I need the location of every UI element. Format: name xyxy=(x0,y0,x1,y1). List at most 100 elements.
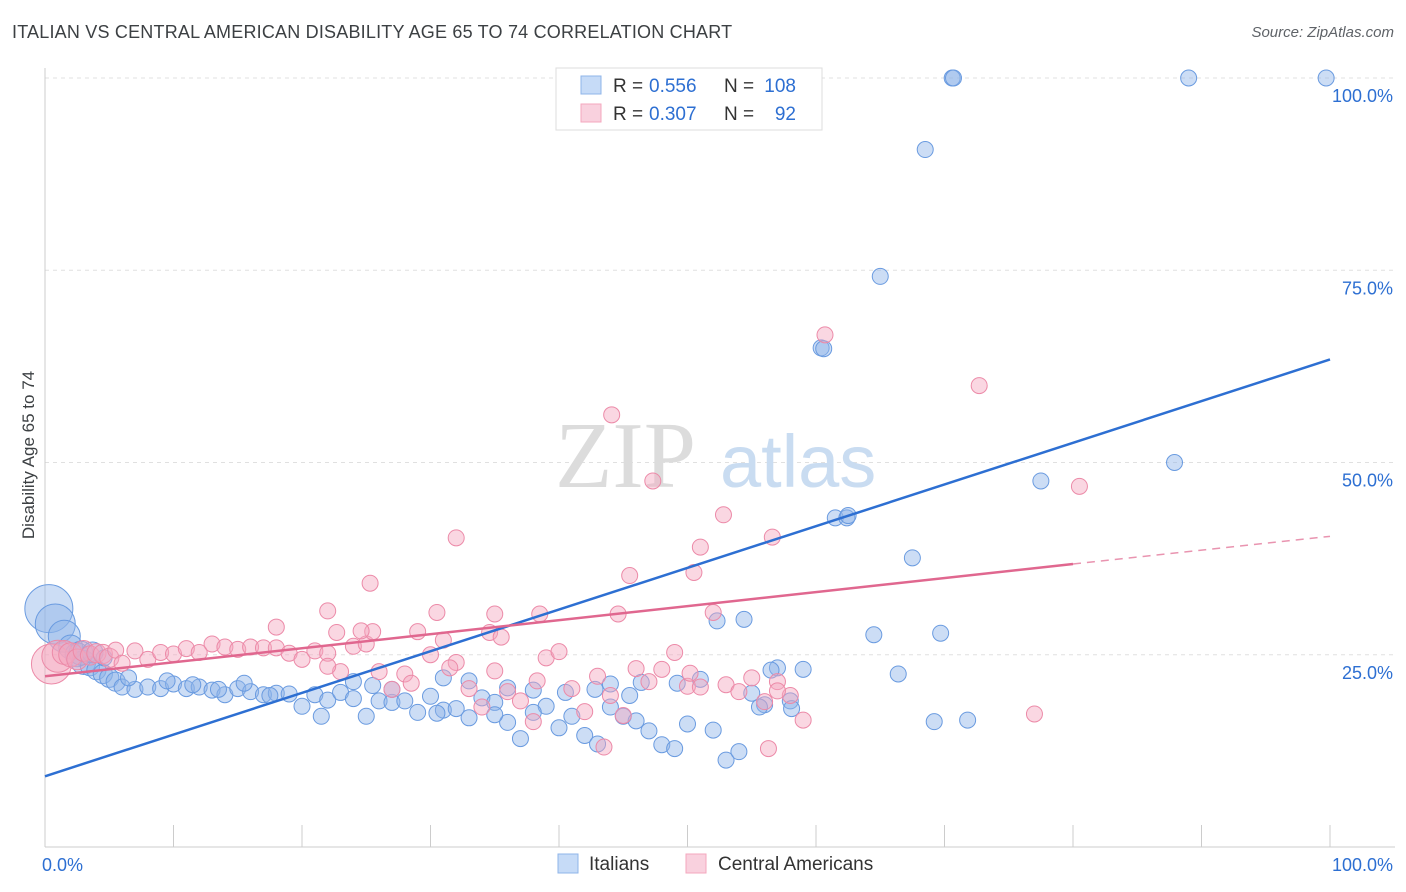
axes-layer xyxy=(44,68,1395,848)
point-central-americans xyxy=(601,687,619,705)
point-italians xyxy=(865,626,883,644)
legend-swatch-central-americans xyxy=(685,853,707,874)
point-central-americans xyxy=(86,643,107,664)
point-central-americans xyxy=(563,680,581,698)
point-central-americans xyxy=(267,618,285,636)
point-central-americans xyxy=(679,677,696,695)
point-italians xyxy=(409,703,427,721)
point-italians xyxy=(460,709,478,727)
point-italians xyxy=(815,340,833,358)
point-italians xyxy=(627,712,645,730)
trendline-italians xyxy=(44,358,1331,778)
series-legend: Italians Central Americans xyxy=(557,853,873,875)
point-italians xyxy=(113,678,131,696)
point-italians xyxy=(735,610,753,628)
legend-label-central-americans: Central Americans xyxy=(718,854,873,875)
x-tick-label-max: 100.0% xyxy=(1332,855,1393,875)
point-italians xyxy=(184,676,202,694)
point-central-americans xyxy=(319,657,337,675)
point-italians xyxy=(916,141,934,159)
point-central-americans xyxy=(511,692,529,710)
point-central-americans xyxy=(621,567,639,585)
point-italians xyxy=(708,612,726,630)
point-central-americans xyxy=(216,638,234,656)
legend-swatch-italians xyxy=(557,853,579,874)
y-axis-label: Disability Age 65 to 74 xyxy=(19,371,38,539)
point-central-americans xyxy=(203,635,221,653)
point-italians xyxy=(434,669,452,687)
point-italians xyxy=(511,730,529,748)
point-central-americans xyxy=(383,680,401,698)
watermark-atlas: atlas xyxy=(720,420,876,503)
chart-source: Source: ZipAtlas.com xyxy=(1251,24,1394,41)
point-central-americans xyxy=(447,529,465,547)
point-central-americans xyxy=(328,623,346,641)
point-italians xyxy=(621,687,639,705)
point-italians xyxy=(640,722,658,740)
point-italians xyxy=(422,687,439,705)
point-italians xyxy=(743,684,761,702)
y-tick-label: 50.0% xyxy=(1342,471,1393,491)
stat-legend-swatch-central-americans xyxy=(580,103,602,123)
point-italians xyxy=(209,680,227,698)
point-central-americans xyxy=(970,377,988,395)
point-central-americans xyxy=(486,605,504,623)
point-italians xyxy=(254,686,272,704)
point-italians xyxy=(120,669,138,687)
point-italians xyxy=(447,700,465,718)
point-italians xyxy=(158,672,176,690)
point-italians xyxy=(653,736,671,754)
point-central-americans xyxy=(640,673,658,691)
point-central-americans xyxy=(714,506,732,524)
point-central-americans xyxy=(402,674,420,692)
point-central-americans xyxy=(152,643,170,661)
point-central-americans xyxy=(768,682,786,700)
point-italians xyxy=(235,674,253,692)
stat-legend-n-label: N = xyxy=(724,76,754,97)
legend-label-italians: Italians xyxy=(589,854,649,875)
point-italians xyxy=(357,707,375,725)
y-tick-labels: 25.0% 50.0% 75.0% 100.0% xyxy=(1332,86,1393,683)
point-central-americans xyxy=(524,713,542,731)
point-italians xyxy=(730,743,748,761)
point-italians xyxy=(750,698,768,716)
point-italians xyxy=(499,713,517,731)
stat-legend-r-value: 0.556 xyxy=(649,76,697,97)
point-central-americans xyxy=(768,673,786,691)
trend-layer xyxy=(44,358,1331,778)
point-central-americans xyxy=(352,622,370,640)
point-italians xyxy=(364,677,382,695)
point-central-americans xyxy=(614,707,632,725)
point-italians xyxy=(473,689,491,707)
point-central-americans xyxy=(730,683,748,701)
watermark-zip: ZIP xyxy=(555,404,696,508)
point-central-americans xyxy=(781,687,799,705)
point-central-americans xyxy=(666,643,684,661)
point-central-americans xyxy=(627,660,645,678)
chart-title: ITALIAN VS CENTRAL AMERICAN DISABILITY A… xyxy=(12,22,733,42)
point-italians xyxy=(370,692,388,710)
point-central-americans xyxy=(603,406,621,424)
point-italians xyxy=(242,683,260,701)
point-central-americans xyxy=(441,659,459,677)
stat-legend-r-label: R = xyxy=(613,104,643,125)
point-italians xyxy=(486,706,504,724)
point-italians xyxy=(524,703,542,721)
point-central-americans xyxy=(492,628,510,646)
point-italians xyxy=(1166,454,1184,471)
point-italians xyxy=(383,693,401,711)
point-central-americans xyxy=(550,643,568,661)
point-central-americans xyxy=(486,662,504,680)
point-italians xyxy=(586,680,604,698)
point-central-americans xyxy=(499,683,517,701)
point-italians xyxy=(944,69,962,87)
point-italians xyxy=(293,697,311,715)
point-central-americans xyxy=(691,678,709,696)
point-italians xyxy=(959,711,977,729)
point-italians xyxy=(768,659,786,677)
point-central-americans xyxy=(743,669,761,687)
stat-legend-n-label: N = xyxy=(724,104,754,125)
point-italians xyxy=(576,726,594,744)
point-italians xyxy=(312,707,330,725)
